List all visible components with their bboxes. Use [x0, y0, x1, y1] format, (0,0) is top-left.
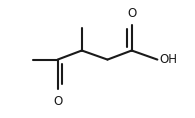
- Text: O: O: [127, 7, 136, 20]
- Text: OH: OH: [160, 53, 178, 66]
- Text: O: O: [53, 95, 62, 108]
